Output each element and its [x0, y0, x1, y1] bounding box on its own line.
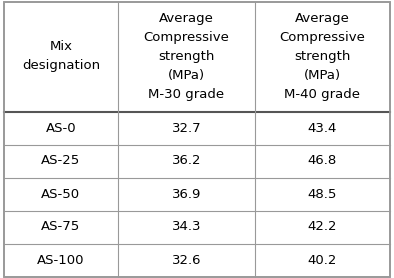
Text: Average
Compressive
strength
(MPa)
M-30 grade: Average Compressive strength (MPa) M-30 …: [143, 12, 229, 101]
Text: 43.4: 43.4: [308, 121, 337, 135]
Text: AS-0: AS-0: [46, 121, 76, 135]
Text: 42.2: 42.2: [308, 220, 337, 234]
Text: 36.2: 36.2: [172, 155, 201, 168]
Text: 32.7: 32.7: [171, 121, 201, 135]
Text: 46.8: 46.8: [308, 155, 337, 168]
Text: 32.6: 32.6: [172, 254, 201, 267]
Text: 34.3: 34.3: [172, 220, 201, 234]
Text: AS-25: AS-25: [41, 155, 80, 168]
Text: AS-50: AS-50: [41, 187, 80, 200]
Text: 48.5: 48.5: [308, 187, 337, 200]
Text: Mix
designation: Mix designation: [22, 41, 100, 73]
Text: Average
Compressive
strength
(MPa)
M-40 grade: Average Compressive strength (MPa) M-40 …: [279, 12, 365, 101]
Text: 36.9: 36.9: [172, 187, 201, 200]
Text: AS-75: AS-75: [41, 220, 80, 234]
Text: 40.2: 40.2: [308, 254, 337, 267]
Text: AS-100: AS-100: [37, 254, 85, 267]
